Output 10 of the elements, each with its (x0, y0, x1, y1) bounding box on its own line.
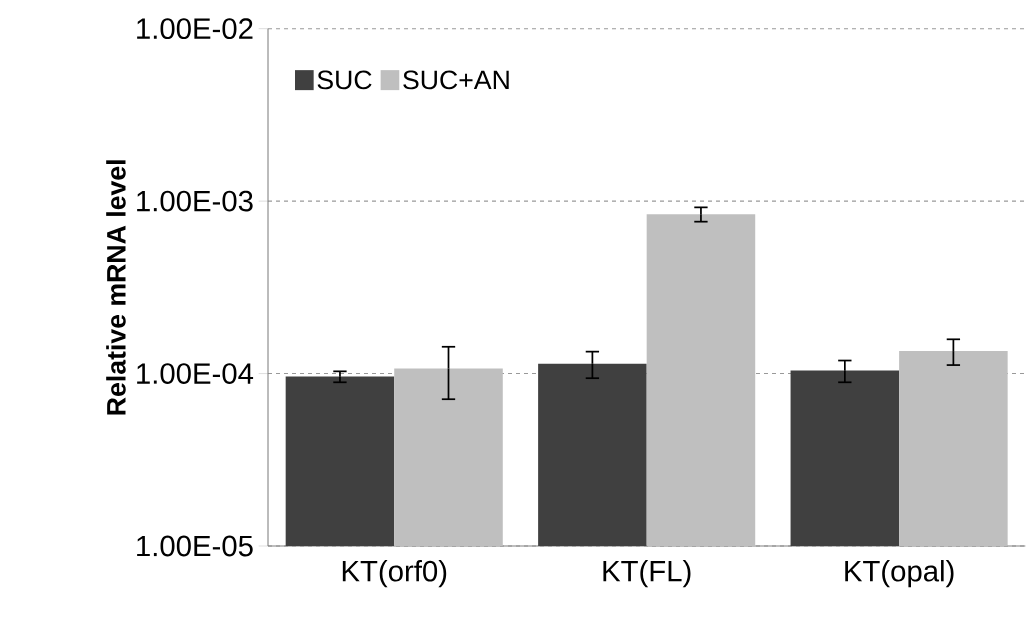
x-tick-label: KT(FL) (603, 560, 691, 588)
y-axis-title: Relative mRNA level (106, 160, 126, 415)
x-tick-label: KT(opal) (845, 560, 954, 588)
y-tick-label: 1.00E-03 (137, 190, 253, 212)
y-tick-label: 1.00E-04 (137, 363, 254, 384)
x-tick-label: KT(orf0) (342, 560, 447, 588)
y-tick-label: 1.00E-05 (137, 535, 253, 557)
legend-label: SUC (317, 70, 372, 90)
y-tick-label: 1.00E-02 (137, 18, 253, 40)
legend-label: SUC+AN (403, 70, 509, 90)
